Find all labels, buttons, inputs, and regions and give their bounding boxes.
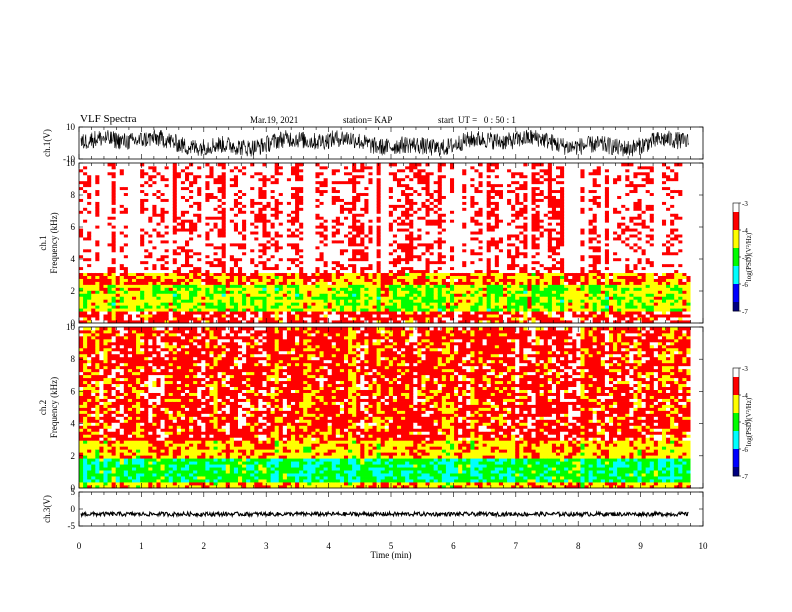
xtick-label: 1	[139, 541, 144, 551]
ch1-colorbar-label: log(PSD)(V²/Hz)	[745, 232, 753, 281]
ch2-colorbar-tick-label: -7	[742, 473, 748, 481]
ch3-waveform-trace	[80, 510, 689, 519]
ch3-waveform-ylabel: ch.3(V)	[42, 495, 52, 523]
ch2-spectrogram-ytick-label: 8	[71, 354, 76, 364]
ch2-colorbar-tick-label: -3	[742, 365, 748, 373]
xtick-label: 8	[576, 541, 581, 551]
ch2-spectrogram-ytick-label: 0	[71, 483, 76, 493]
ch1-waveform-ytick-label: 10	[66, 122, 76, 132]
ch1-spectrogram-channel-label: ch.1	[38, 235, 48, 250]
ch1-spectrogram-ytick-label: 2	[71, 286, 76, 296]
chart-title: VLF Spectra	[80, 113, 137, 125]
ch1-spectrogram	[79, 163, 703, 324]
ch1-spectrogram-ytick-label: 4	[71, 254, 76, 264]
ch1-colorbar-tick-label: -6	[742, 281, 748, 289]
ch2-spectrogram-ytick-label: 4	[71, 419, 76, 429]
x-axis-label: Time (min)	[371, 550, 412, 560]
ch2-colorbar	[732, 367, 741, 477]
xtick-label: 6	[451, 541, 456, 551]
xtick-label: 10	[699, 541, 709, 551]
ch2-colorbar-tick-label: -4	[742, 392, 748, 400]
ch2-spectrogram-ytick-label: 2	[71, 451, 76, 461]
ch1-colorbar	[732, 202, 741, 312]
ch1-spectrogram-ytick-label: 0	[71, 318, 76, 328]
ch3-waveform-frame	[78, 491, 704, 527]
date-label: Mar.19, 2021	[250, 115, 299, 125]
ch1-waveform-trace	[80, 129, 689, 157]
xtick-label: 5	[389, 541, 394, 551]
xtick-label: 3	[264, 541, 269, 551]
ch1-waveform-ylabel: ch.1(V)	[42, 129, 52, 157]
ch3-waveform-ytick-label: 0	[71, 504, 76, 514]
ch2-colorbar-label: log(PSD)(V²/Hz)	[745, 397, 753, 446]
ch1-spectrogram-ytick-label: 6	[71, 222, 76, 232]
ch3-waveform-ytick-label: -5	[68, 521, 76, 531]
ch2-spectrogram-ylabel: Frequency (kHz)	[49, 377, 59, 438]
xtick-label: 9	[638, 541, 643, 551]
ch2-colorbar-tick-label: -6	[742, 446, 748, 454]
ch2-spectrogram-channel-label: ch.2	[38, 400, 48, 415]
ch2-spectrogram-ytick-label: 6	[71, 386, 76, 396]
ch1-spectrogram-ytick-label: 8	[71, 190, 76, 200]
ch2-spectrogram	[79, 327, 703, 489]
ch3-waveform-ytick-label: 5	[71, 487, 76, 497]
station-label: station= KAP	[343, 115, 393, 125]
ch1-spectrogram-ytick-label: 10	[66, 158, 76, 168]
ch2-colorbar-tick-label: -5	[742, 419, 748, 427]
xtick-label: 2	[202, 541, 207, 551]
ch1-colorbar-tick-label: -7	[742, 308, 748, 316]
ch1-colorbar-tick-label: -3	[742, 200, 748, 208]
xtick-label: 0	[77, 541, 82, 551]
ch1-waveform-ytick-label: -10	[63, 154, 75, 164]
xtick-label: 4	[326, 541, 331, 551]
ch1-spectrogram-ylabel: Frequency (kHz)	[49, 212, 59, 273]
ch1-colorbar-tick-label: -5	[742, 254, 748, 262]
ch2-spectrogram-ytick-label: 10	[66, 322, 76, 332]
xtick-label: 7	[514, 541, 519, 551]
start-time-label: start UT = 0 : 50 : 1	[438, 115, 516, 125]
ch1-colorbar-tick-label: -4	[742, 227, 748, 235]
